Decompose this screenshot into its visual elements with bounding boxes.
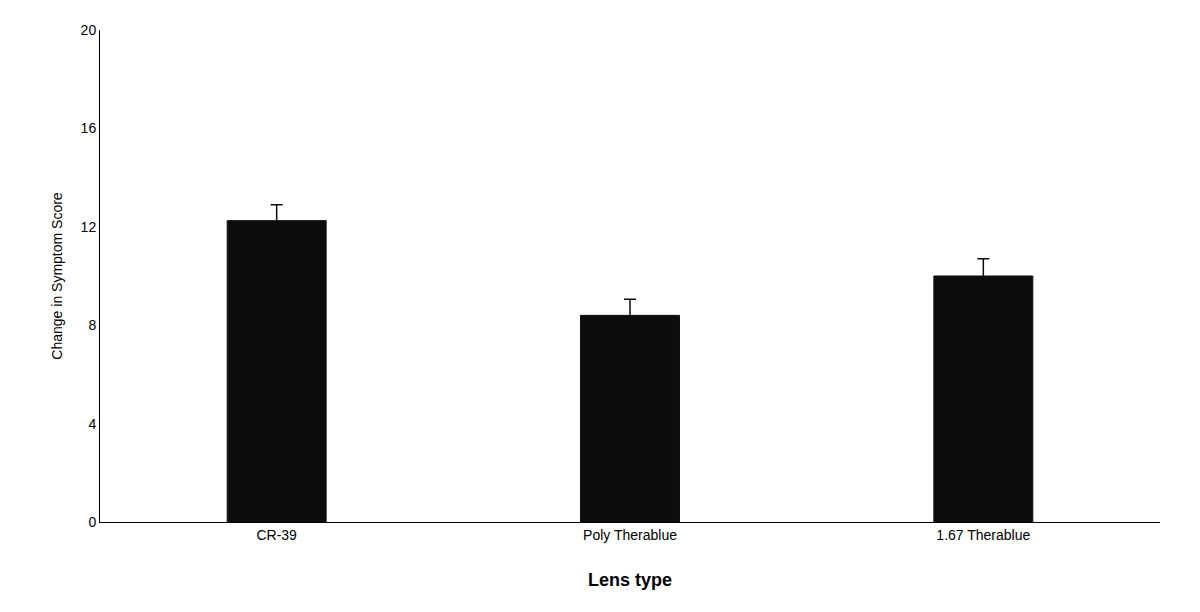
svg-text:Poly Therablue: Poly Therablue [583, 527, 677, 543]
svg-text:16: 16 [81, 120, 97, 136]
svg-text:8: 8 [88, 317, 96, 333]
svg-text:4: 4 [88, 416, 96, 432]
svg-text:1.67 Therablue: 1.67 Therablue [936, 527, 1030, 543]
svg-text:0: 0 [88, 514, 96, 530]
svg-text:12: 12 [81, 219, 97, 235]
svg-text:20: 20 [81, 22, 97, 38]
svg-text:CR-39: CR-39 [256, 527, 297, 543]
svg-text:Lens type: Lens type [588, 570, 672, 590]
svg-text:Change in Symptom Score: Change in Symptom Score [49, 192, 65, 360]
